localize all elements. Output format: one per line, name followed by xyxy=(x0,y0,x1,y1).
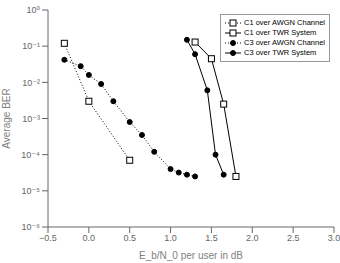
svg-text:E_b/N_0 per user in dB: E_b/N_0 per user in dB xyxy=(139,250,243,261)
html-text:C1 over AWGN Channel: C1 over AWGN Channel xyxy=(244,18,325,27)
svg-text:Average BER: Average BER xyxy=(8,88,12,148)
svg-text:1.5: 1.5 xyxy=(205,233,218,243)
svg-text:10⁰: 10⁰ xyxy=(26,5,40,15)
svg-text:1.0: 1.0 xyxy=(164,233,177,243)
svg-text:0.5: 0.5 xyxy=(123,233,136,243)
svg-text:0.0: 0.0 xyxy=(83,233,96,243)
html-text:C1 over TWR System: C1 over TWR System xyxy=(244,28,317,37)
svg-text:10⁻¹: 10⁻¹ xyxy=(22,41,40,51)
svg-text:2.5: 2.5 xyxy=(287,233,300,243)
html-text:C3 over TWR System: C3 over TWR System xyxy=(244,48,317,57)
svg-text:2.0: 2.0 xyxy=(246,233,259,243)
html-text:C3 over AWGN Channel: C3 over AWGN Channel xyxy=(244,38,325,47)
svg-text:−0.5: −0.5 xyxy=(39,233,57,243)
svg-text:3.0: 3.0 xyxy=(328,233,332,243)
svg-text:10⁻⁶: 10⁻⁶ xyxy=(22,222,41,232)
svg-text:10⁻³: 10⁻³ xyxy=(22,114,40,124)
svg-text:10⁻⁴: 10⁻⁴ xyxy=(21,150,40,160)
svg-text:10⁻²: 10⁻² xyxy=(22,78,40,88)
svg-text:10⁻⁵: 10⁻⁵ xyxy=(22,186,41,196)
